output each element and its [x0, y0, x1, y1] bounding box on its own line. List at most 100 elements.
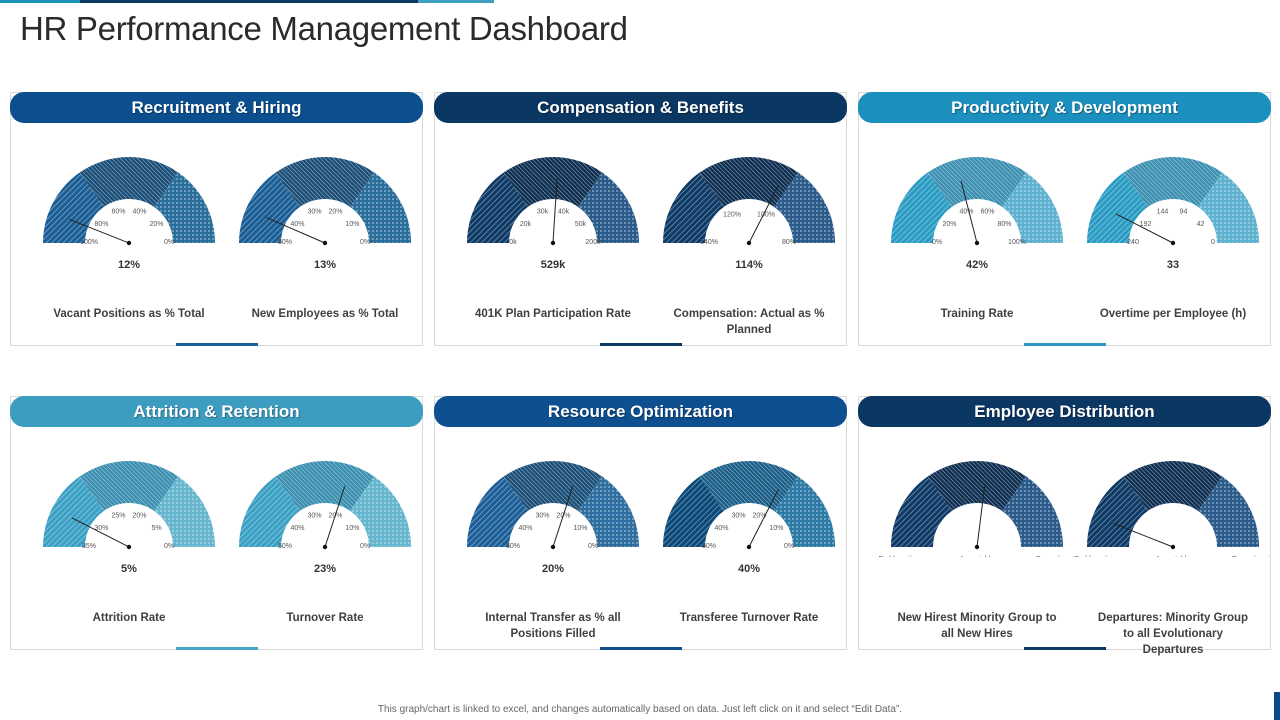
gauge-segment-mid: [503, 157, 603, 207]
gauge-tick-label: 50%: [278, 239, 292, 246]
gauge-dial: 0% 20%40% 60%80% 100%: [891, 157, 1063, 246]
gauge-segment-mid: [79, 157, 179, 207]
gauge-hub: [1170, 240, 1176, 246]
gauge-dial: 0k 20k 30k 40k 50k 200k: [467, 157, 639, 246]
panel-underline: [600, 647, 682, 650]
gauge-tick-label: 40%: [290, 525, 304, 532]
gauge-hub: [1170, 544, 1176, 550]
gauge[interactable]: 100% 80% 60% 40% 20% 0% 12% Vacant Positions as…: [31, 133, 227, 343]
gauge-segment-mid: [1123, 157, 1223, 207]
panel-header: Employee Distribution: [858, 396, 1271, 427]
gauge-tick-label: 80%: [94, 221, 108, 228]
gauge[interactable]: 50% 40% 30% 20% 10% 0% 40% Transferee Turnover …: [651, 437, 847, 647]
gauge-tick-label: 80%: [997, 221, 1011, 228]
gauge-tick-label: 35%: [82, 543, 96, 550]
gauge-tick-label: 40%: [714, 525, 728, 532]
gauge-segment-low: [43, 476, 104, 547]
gauge[interactable]: 50% 40% 30% 20% 10% 0% 13% New Employees as % T…: [227, 133, 423, 343]
gauge-tick-label: 0%: [360, 543, 370, 550]
gauge-segment-mid: [275, 157, 375, 207]
gauge-dial: 50%40%30%20%10%0%: [239, 461, 411, 550]
gauge-value: 12%: [117, 259, 141, 271]
gauge-tick-label: 20%: [149, 221, 163, 228]
gauge-value: 5%: [121, 563, 137, 575]
gauge[interactable]: 0% 20% 40% 60% 80% 100% 42% Training Rate: [879, 133, 1075, 343]
gauge-hub: [746, 240, 752, 246]
gauge-tick-label: 60%: [980, 209, 994, 216]
panel-header: Resource Optimization: [434, 396, 847, 427]
gauge-tick-label: 30%: [307, 209, 321, 216]
gauge-segment-mid: [927, 157, 1027, 207]
gauge-tick-label: 192: [1140, 221, 1152, 228]
gauge-tick-label: 10%: [345, 525, 359, 532]
gauge-tick-label: 20%: [752, 513, 766, 520]
gauge-label: Departures: Minority Group to all Evolut…: [1097, 612, 1249, 656]
gauge[interactable]: 0k 20k 30k 40k 50k 200k 529k 401K Plan Particip…: [455, 133, 651, 343]
gauge-segment-low: [663, 172, 724, 243]
gauge[interactable]: 240 192 144 94 42 0 33 Overtime per Employee (h…: [1075, 133, 1271, 343]
panel-header: Recruitment & Hiring: [10, 92, 423, 123]
gauge-needle: [552, 179, 558, 244]
gauge-hub: [550, 240, 556, 246]
gauge-segment-low: [467, 172, 528, 243]
gauge-segment-low: [663, 476, 724, 547]
gauge-tick-label: 20%: [942, 221, 956, 228]
gauge-tick-label: Problematic: [879, 556, 916, 557]
gauge-segment-mid: [79, 461, 179, 511]
gauge-tick-label: 140%: [700, 239, 718, 246]
gauge-segment-high: [1198, 476, 1259, 547]
gauge[interactable]: Problematic Acceptable Proportionate New Hi…: [879, 437, 1075, 647]
gauge-segment-high: [1198, 172, 1259, 243]
gauge-needle: [69, 218, 130, 244]
gauge-label: Overtime per Employee (h): [1099, 308, 1247, 320]
gauge-needle: [960, 180, 978, 244]
gauge-value: 13%: [313, 259, 337, 271]
gauge-segment-low: [467, 476, 528, 547]
gauge-tick-label: 0%: [588, 543, 598, 550]
panel-header: Compensation & Benefits: [434, 92, 847, 123]
gauge-value: 529k: [540, 259, 566, 271]
gauge[interactable]: 35% 30% 25% 20% 5% 0% 5% Attrition Rate: [31, 437, 227, 647]
gauge-tick-label: 100%: [757, 212, 775, 219]
gauge-value: 42%: [965, 259, 989, 271]
gauge-tick-label: 144: [1157, 209, 1169, 216]
gauge-segment-low: [891, 172, 952, 243]
gauge-segment-high: [774, 172, 835, 243]
page-title: HR Performance Management Dashboard: [20, 10, 628, 47]
gauge-hub: [322, 240, 328, 246]
gauge-tick-label: 80%: [782, 239, 796, 246]
top-accent-bar-2: [80, 0, 418, 3]
panel-5: Employee Distribution Problematic Acceptab…: [858, 396, 1271, 656]
gauge-needle: [748, 489, 779, 548]
gauge-tick-label: 240: [1127, 239, 1139, 246]
panel-2: Productivity & Development 0% 20% 40% 60% 80%…: [858, 92, 1271, 346]
gauge-tick-label: 0%: [932, 239, 942, 246]
gauge-hub: [550, 544, 556, 550]
gauge-hub: [126, 544, 132, 550]
panel-1: Compensation & Benefits 0k 20k 30k 40k 50k 200…: [434, 92, 847, 346]
gauge-segment-high: [154, 476, 215, 547]
gauge-tick-label: 20k: [520, 221, 532, 228]
gauge-hub: [126, 240, 132, 246]
gauge[interactable]: 50%40%30%20%10%0%20%Internal Transfer as…: [455, 437, 651, 647]
gauge-label: Attrition Rate: [92, 612, 166, 624]
gauge-segment-low: [1087, 172, 1148, 243]
gauge-hub: [322, 544, 328, 550]
gauge-segment-high: [578, 476, 639, 547]
gauge-value: 40%: [737, 563, 761, 575]
gauge-label: 401K Plan Participation Rate: [475, 308, 631, 320]
gauge-tick-label: Proportionate: [1232, 556, 1271, 557]
gauge-dial: 50%40%30%20%10%0%: [663, 461, 835, 550]
panel-3: Attrition & Retention 35% 30% 25% 20% 5% 0% 5% A…: [10, 396, 423, 650]
gauge-dial: 140% 120% 100% 80%: [663, 157, 835, 246]
gauge-segment-low: [239, 476, 300, 547]
gauge-tick-label: 100%: [1008, 239, 1026, 246]
gauge-needle: [748, 185, 779, 244]
gauge-tick-label: 30%: [535, 513, 549, 520]
gauge-tick-label: 40%: [959, 209, 973, 216]
gauge[interactable]: 50%40%30%20%10%0%23%Turnover Rate: [227, 437, 423, 647]
gauge-needle: [976, 483, 986, 548]
gauge[interactable]: 140% 120% 100% 80% 114% Compensation: Actual …: [651, 133, 847, 343]
gauge[interactable]: Problematic Acceptable Proportionate Depart…: [1075, 437, 1271, 656]
gauge-tick-label: 50%: [506, 543, 520, 550]
